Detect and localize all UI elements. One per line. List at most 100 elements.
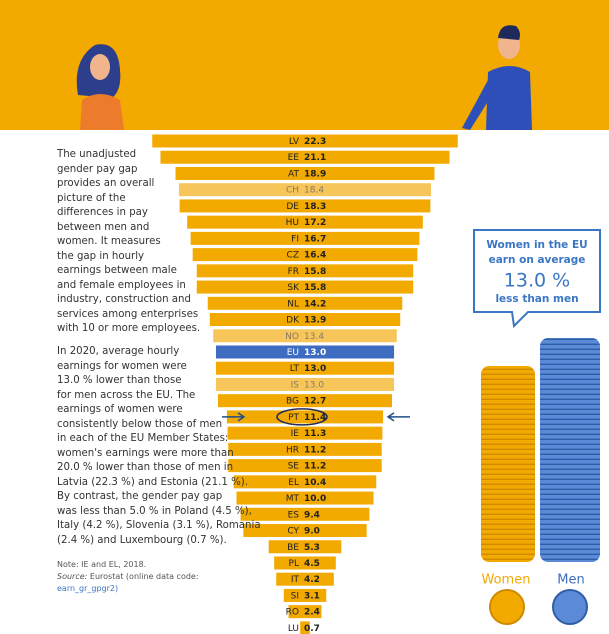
- category-label: EE: [288, 153, 300, 163]
- category-label: ES: [288, 510, 300, 520]
- text-line: for men across the EU. The: [57, 389, 261, 404]
- value-label: 18.3: [304, 202, 326, 212]
- category-label: CZ: [287, 251, 299, 261]
- value-label: 2.4: [304, 608, 320, 618]
- callout-line: less than men: [495, 293, 578, 305]
- category-label: DK: [286, 316, 300, 326]
- woman-figure: [77, 44, 124, 130]
- text-line: In 2020, average hourly: [57, 345, 261, 360]
- text-line: women's earnings were more than: [57, 447, 261, 462]
- value-label: 15.8: [304, 267, 326, 277]
- category-label: CH: [286, 186, 299, 196]
- infographic: Women in the EU earn on average 13.0 % l…: [0, 0, 609, 634]
- value-label: 4.5: [304, 559, 320, 569]
- category-label: AT: [288, 169, 299, 179]
- value-label: 11.2: [304, 462, 326, 472]
- value-label: 18.9: [304, 169, 326, 179]
- category-label: CY: [287, 527, 299, 537]
- value-label: 3.1: [304, 591, 320, 601]
- category-label: PL: [289, 559, 299, 569]
- value-label: 11.3: [304, 429, 326, 439]
- value-label: 9.4: [304, 510, 320, 520]
- value-label: 15.8: [304, 283, 326, 293]
- legend-men: Men: [557, 573, 584, 588]
- category-label: BE: [287, 543, 299, 553]
- category-label: DE: [286, 202, 299, 212]
- category-label: PT: [288, 413, 299, 423]
- text-line: earnings of women were: [57, 403, 261, 418]
- text-line: gender pay gap: [57, 163, 200, 178]
- coin-icon: [490, 590, 524, 624]
- text-line: 13.0 % lower than those: [57, 374, 261, 389]
- callout-line: Women in the EU: [486, 239, 587, 251]
- category-label: SK: [287, 283, 300, 293]
- category-label: LV: [289, 137, 300, 147]
- callout-line: earn on average: [489, 254, 586, 266]
- text-line: with 10 or more employees.: [57, 322, 200, 337]
- category-label: IS: [291, 380, 300, 390]
- value-label: 10.4: [304, 478, 326, 488]
- text-line: 20.0 % lower than those of men in: [57, 461, 261, 476]
- value-label: 16.4: [304, 251, 326, 261]
- text-line: the gap in hourly: [57, 250, 200, 265]
- value-label: 0.7: [304, 624, 320, 634]
- source-code: earn_gr_gpgr2): [57, 583, 199, 595]
- value-label: 12.7: [304, 397, 326, 407]
- callout: Women in the EU earn on average 13.0 % l…: [474, 230, 600, 326]
- coin-stack: [540, 338, 600, 562]
- category-label: LU: [288, 624, 299, 634]
- category-label: NO: [285, 332, 299, 342]
- category-label: FI: [291, 234, 299, 244]
- text-line: services among enterprises: [57, 308, 200, 323]
- category-label: NL: [287, 299, 299, 309]
- value-label: 13.0: [304, 364, 326, 374]
- value-label: 21.1: [304, 153, 326, 163]
- category-label: RO: [286, 608, 299, 618]
- text-line: picture of the: [57, 192, 200, 207]
- value-label: 18.4: [304, 186, 324, 196]
- text-line: provides an overall: [57, 177, 200, 192]
- text-line: Italy (4.2 %), Slovenia (3.1 %), Romania: [57, 519, 261, 534]
- text-line: The unadjusted: [57, 148, 200, 163]
- category-label: BG: [286, 397, 299, 407]
- legend-women: Women: [482, 573, 531, 588]
- value-label: 13.9: [304, 316, 326, 326]
- text-line: earnings for women were: [57, 360, 261, 375]
- source-note: Note: IE and EL, 2018. Source: Eurostat …: [57, 559, 199, 595]
- value-label: 13.4: [304, 332, 324, 342]
- text-line: differences in pay: [57, 206, 200, 221]
- text-line: (2.4 %) and Luxembourg (0.7 %).: [57, 534, 261, 549]
- value-label: 11.2: [304, 445, 326, 455]
- note: Note: IE and EL, 2018.: [57, 559, 199, 571]
- text-line: between men and: [57, 221, 200, 236]
- category-label: IE: [291, 429, 300, 439]
- text-line: was less than 5.0 % in Poland (4.5 %),: [57, 505, 261, 520]
- text-line: industry, construction and: [57, 293, 200, 308]
- text-line: By contrast, the gender pay gap: [57, 490, 261, 505]
- source-text: Eurostat (online data code:: [90, 572, 199, 581]
- category-label: LT: [290, 364, 300, 374]
- category-label: EL: [288, 478, 299, 488]
- source: Source: Eurostat (online data code:: [57, 571, 199, 583]
- category-label: IT: [291, 575, 300, 585]
- text-line: women. It measures: [57, 235, 200, 250]
- value-label: 17.2: [304, 218, 326, 228]
- category-label: MT: [286, 494, 300, 504]
- text-line: and female employees in: [57, 279, 200, 294]
- category-label: SE: [288, 462, 300, 472]
- category-label: FR: [288, 267, 299, 277]
- value-label: 13.0: [304, 348, 326, 358]
- value-label: 4.2: [304, 575, 320, 585]
- value-label: 5.3: [304, 543, 320, 553]
- value-label: 14.2: [304, 299, 326, 309]
- value-label: 22.3: [304, 137, 326, 147]
- category-label: HU: [286, 218, 299, 228]
- value-label: 10.0: [304, 494, 326, 504]
- text-line: in each of the EU Member States:: [57, 432, 261, 447]
- text-line: earnings between male: [57, 264, 200, 279]
- category-label: HR: [286, 445, 299, 455]
- source-label: Source:: [57, 572, 87, 581]
- category-label: EU: [287, 348, 299, 358]
- coin-icon: [553, 590, 587, 624]
